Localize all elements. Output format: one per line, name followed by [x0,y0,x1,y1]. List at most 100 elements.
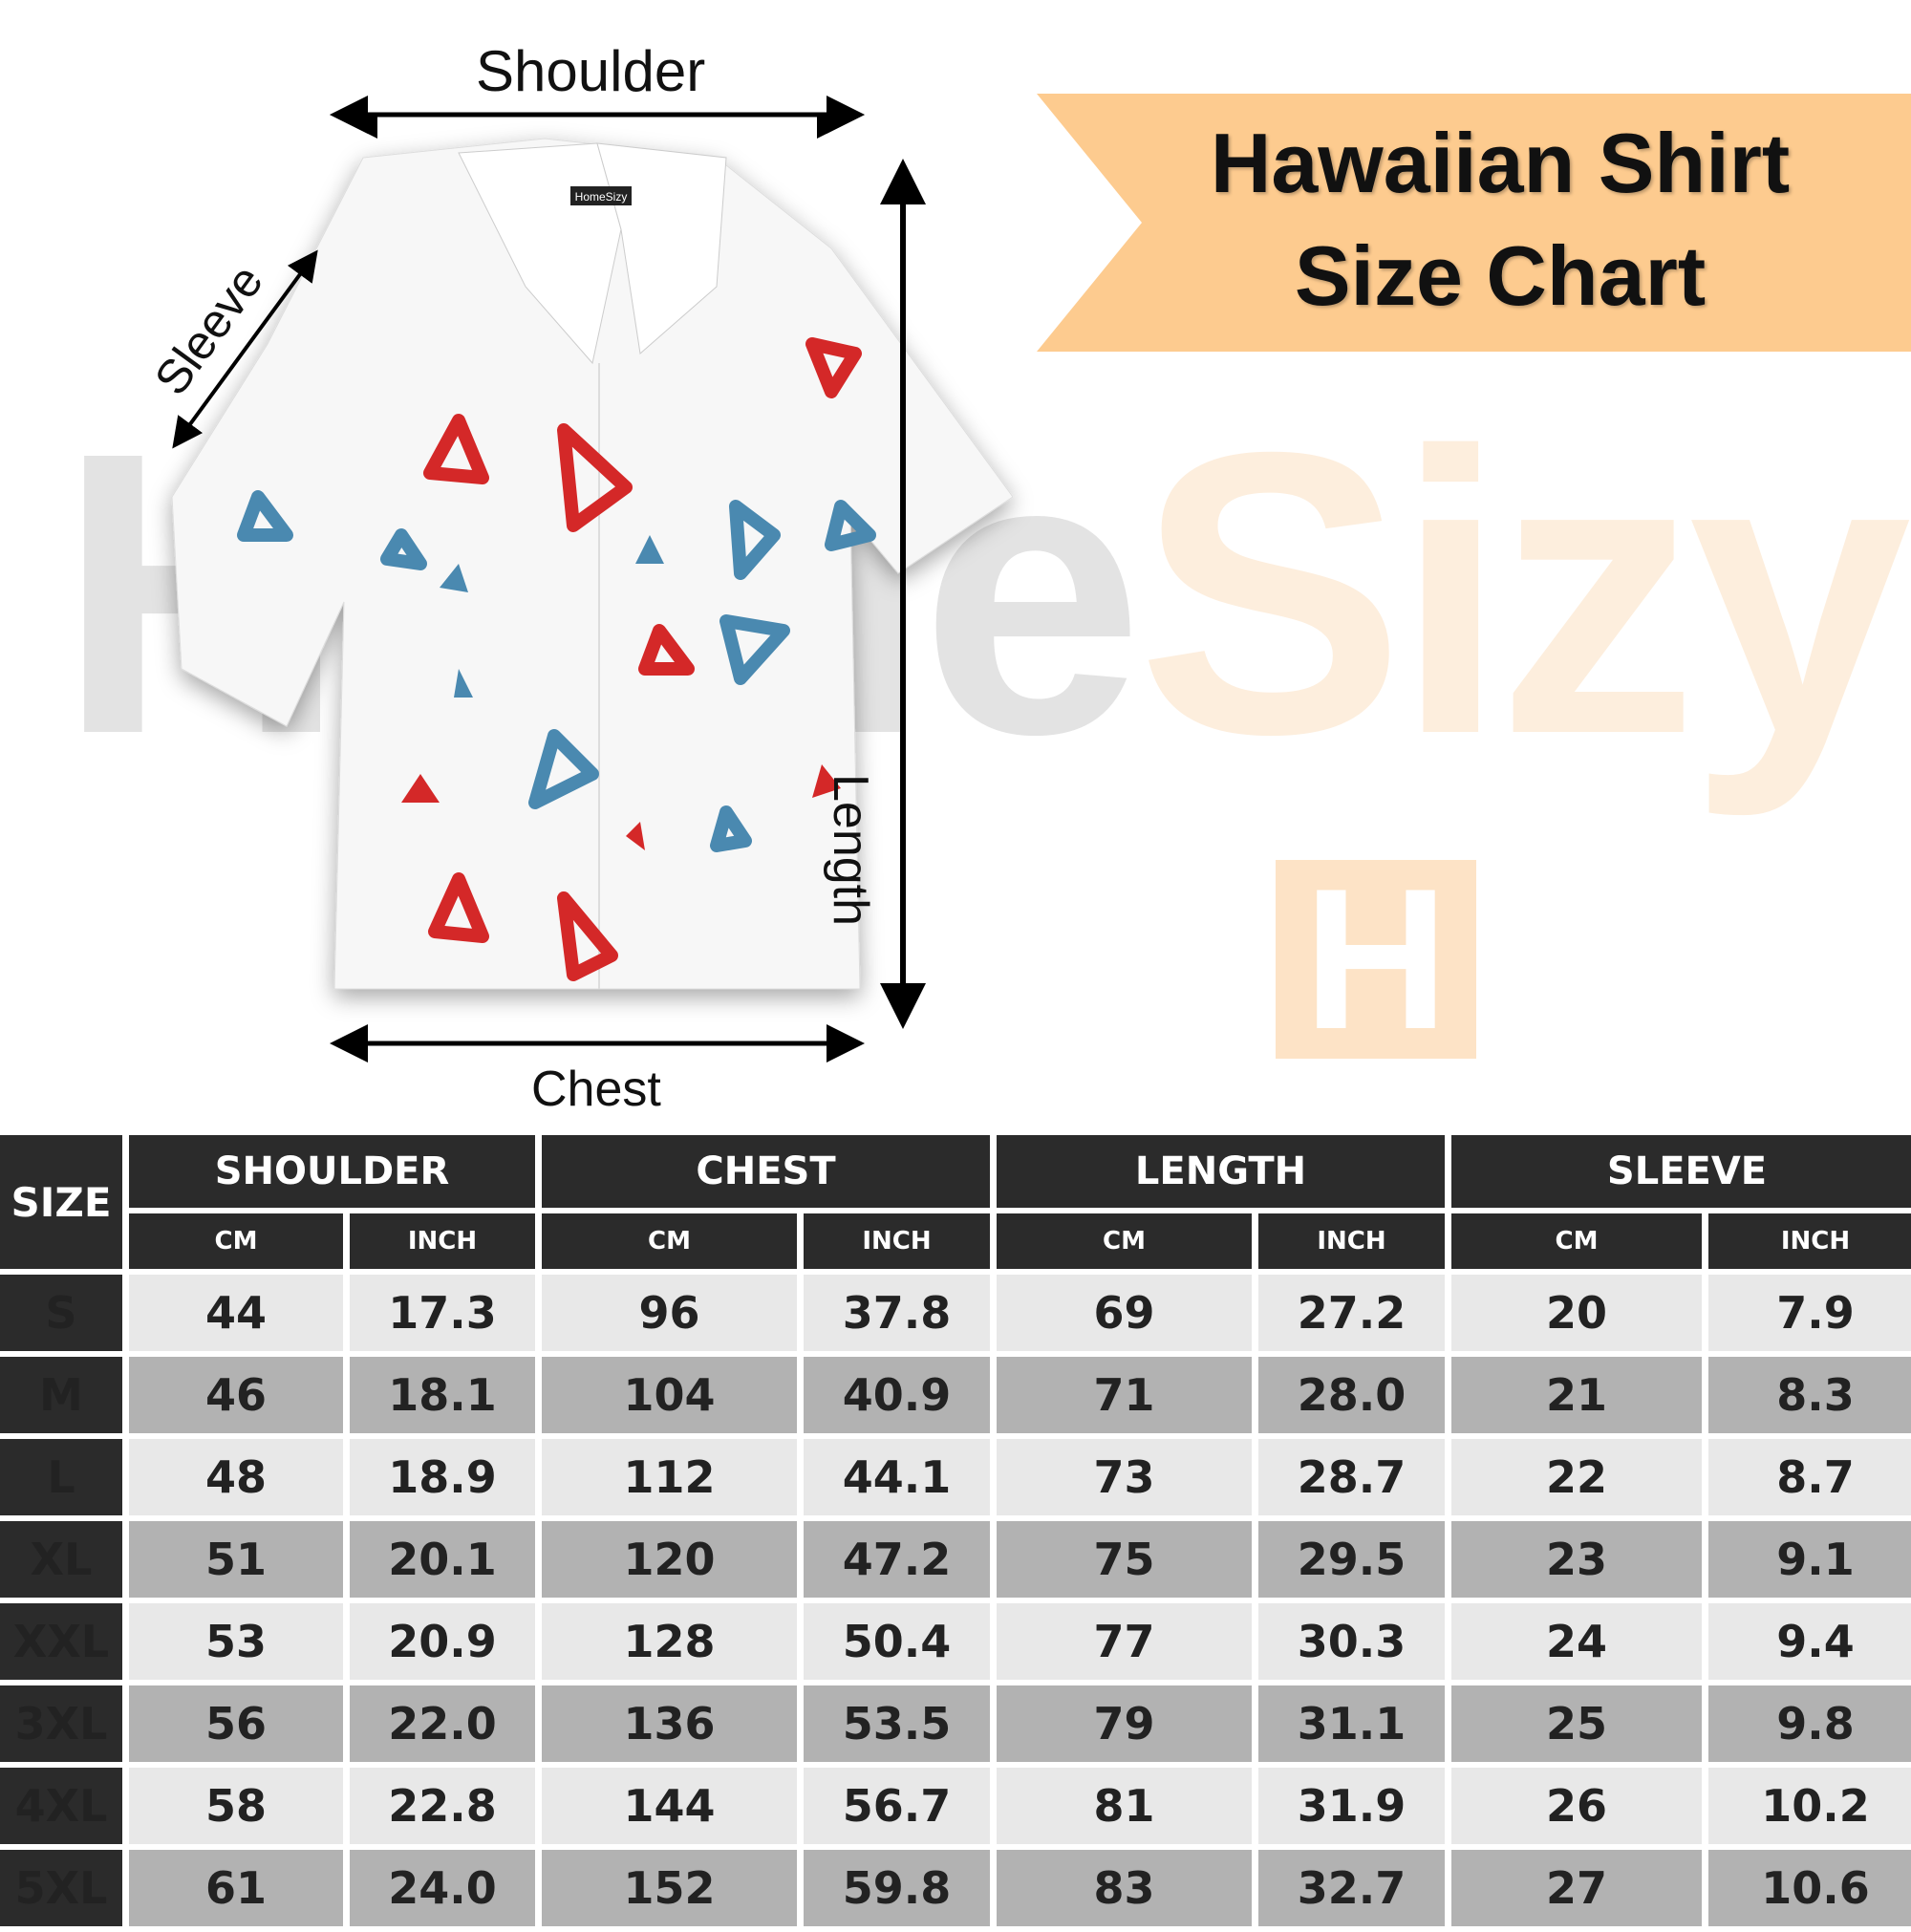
value-cell: 24.0 [350,1850,535,1926]
unit-header: CM [542,1213,797,1269]
unit-header: CM [997,1213,1252,1269]
value-cell: 10.6 [1708,1850,1911,1926]
chest-label: Chest [531,1062,661,1117]
value-cell: 27 [1451,1850,1702,1926]
value-cell: 23 [1451,1521,1702,1598]
value-cell: 26 [1451,1768,1702,1844]
group-header-length: LENGTH [997,1135,1445,1208]
table-row: M 46 18.1 104 40.9 71 28.0 21 8.3 [0,1357,1911,1433]
unit-header: CM [129,1213,343,1269]
value-cell: 51 [129,1521,343,1598]
value-cell: 79 [997,1685,1252,1762]
title-line-2: Size Chart [1294,228,1707,323]
watermark-logo: H [1276,859,1476,1060]
value-cell: 69 [997,1275,1252,1351]
length-label: Length [823,774,878,927]
value-cell: 128 [542,1603,797,1680]
measurement-arrows [172,96,926,1063]
value-cell: 31.1 [1258,1685,1445,1762]
value-cell: 24 [1451,1603,1702,1680]
value-cell: 58 [129,1768,343,1844]
group-header-shoulder: SHOULDER [129,1135,535,1208]
value-cell: 136 [542,1685,797,1762]
unit-header: INCH [350,1213,535,1269]
size-chart-table: SIZE SHOULDER CHEST LENGTH SLEEVE CM INCH… [0,1129,1911,1932]
size-cell: M [0,1357,122,1433]
size-cell: 5XL [0,1850,122,1926]
watermark-right: Sizy [1137,370,1911,818]
value-cell: 53 [129,1603,343,1680]
value-cell: 73 [997,1439,1252,1515]
value-cell: 17.3 [350,1275,535,1351]
value-cell: 40.9 [804,1357,990,1433]
unit-header: INCH [1708,1213,1911,1269]
value-cell: 104 [542,1357,797,1433]
value-cell: 81 [997,1768,1252,1844]
value-cell: 28.0 [1258,1357,1445,1433]
value-cell: 75 [997,1521,1252,1598]
value-cell: 28.7 [1258,1439,1445,1515]
value-cell: 61 [129,1850,343,1926]
value-cell: 44 [129,1275,343,1351]
size-cell: S [0,1275,122,1351]
size-header: SIZE [0,1135,122,1269]
value-cell: 9.1 [1708,1521,1911,1598]
value-cell: 10.2 [1708,1768,1911,1844]
value-cell: 144 [542,1768,797,1844]
table-row: XXL 53 20.9 128 50.4 77 30.3 24 9.4 [0,1603,1911,1680]
table-row: XL 51 20.1 120 47.2 75 29.5 23 9.1 [0,1521,1911,1598]
unit-header: INCH [804,1213,990,1269]
value-cell: 120 [542,1521,797,1598]
value-cell: 8.7 [1708,1439,1911,1515]
table-row: 5XL 61 24.0 152 59.8 83 32.7 27 10.6 [0,1850,1911,1926]
value-cell: 46 [129,1357,343,1433]
value-cell: 9.8 [1708,1685,1911,1762]
value-cell: 56 [129,1685,343,1762]
value-cell: 47.2 [804,1521,990,1598]
unit-header: INCH [1258,1213,1445,1269]
value-cell: 44.1 [804,1439,990,1515]
shirt-illustration: HomeSizy [171,115,1014,990]
value-cell: 53.5 [804,1685,990,1762]
value-cell: 31.9 [1258,1768,1445,1844]
value-cell: 77 [997,1603,1252,1680]
value-cell: 20 [1451,1275,1702,1351]
size-cell: 3XL [0,1685,122,1762]
value-cell: 71 [997,1357,1252,1433]
value-cell: 8.3 [1708,1357,1911,1433]
value-cell: 22.0 [350,1685,535,1762]
value-cell: 7.9 [1708,1275,1911,1351]
value-cell: 30.3 [1258,1603,1445,1680]
group-header-sleeve: SLEEVE [1451,1135,1911,1208]
value-cell: 20.1 [350,1521,535,1598]
table-row: S 44 17.3 96 37.8 69 27.2 20 7.9 [0,1275,1911,1351]
value-cell: 22 [1451,1439,1702,1515]
value-cell: 59.8 [804,1850,990,1926]
page-title: Hawaiian Shirt Size Chart [1108,107,1892,333]
size-cell: 4XL [0,1768,122,1844]
value-cell: 56.7 [804,1768,990,1844]
value-cell: 112 [542,1439,797,1515]
value-cell: 18.9 [350,1439,535,1515]
table-row: 3XL 56 22.0 136 53.5 79 31.1 25 9.8 [0,1685,1911,1762]
title-line-1: Hawaiian Shirt [1210,116,1791,210]
title-banner [1037,94,1911,352]
value-cell: 96 [542,1275,797,1351]
size-cell: XXL [0,1603,122,1680]
size-cell: XL [0,1521,122,1598]
value-cell: 48 [129,1439,343,1515]
value-cell: 152 [542,1850,797,1926]
value-cell: 25 [1451,1685,1702,1762]
value-cell: 22.8 [350,1768,535,1844]
table-row: L 48 18.9 112 44.1 73 28.7 22 8.7 [0,1439,1911,1515]
value-cell: 83 [997,1850,1252,1926]
value-cell: 29.5 [1258,1521,1445,1598]
value-cell: 37.8 [804,1275,990,1351]
shoulder-label: Shoulder [476,39,706,103]
value-cell: 32.7 [1258,1850,1445,1926]
group-header-chest: CHEST [542,1135,990,1208]
shirt-tag: HomeSizy [575,190,628,204]
value-cell: 20.9 [350,1603,535,1680]
size-cell: L [0,1439,122,1515]
table-row: 4XL 58 22.8 144 56.7 81 31.9 26 10.2 [0,1768,1911,1844]
